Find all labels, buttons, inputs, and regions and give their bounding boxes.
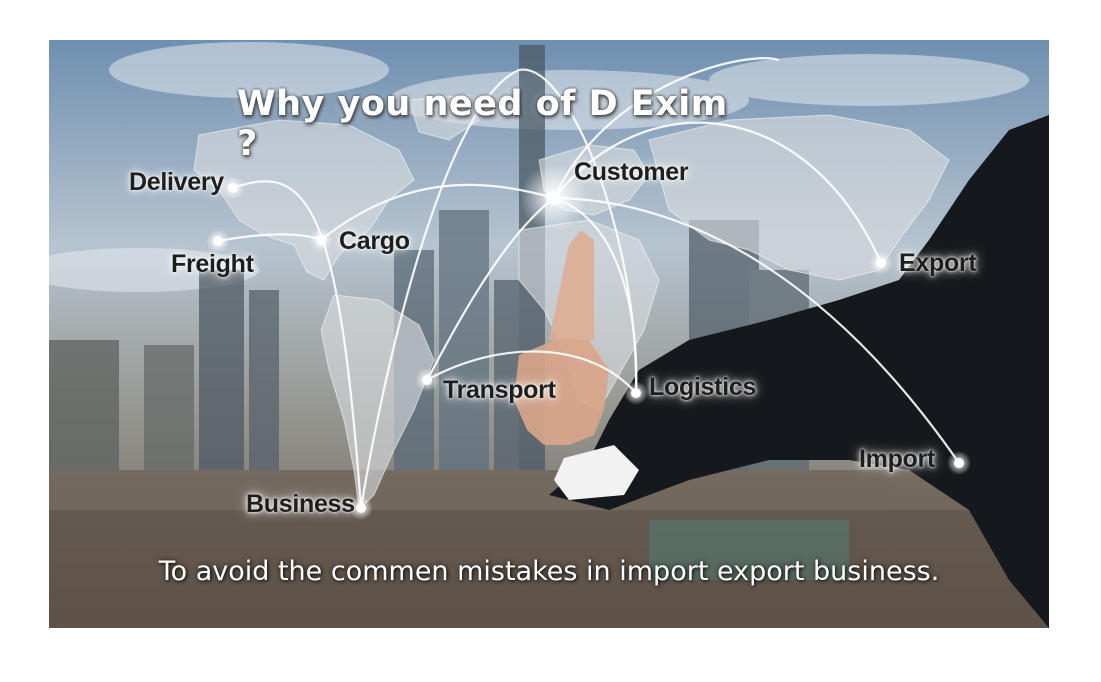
network-nodes: [206, 164, 971, 520]
businessman-silhouette: [514, 115, 1049, 628]
label-freight: Freight: [171, 250, 254, 278]
clouds: [49, 42, 1029, 292]
label-customer: Customer: [574, 158, 689, 186]
city-network-illustration: [49, 40, 1049, 628]
label-export: Export: [899, 249, 977, 277]
caption: To avoid the commen mistakes in import e…: [158, 556, 940, 587]
label-logistics: Logistics: [649, 373, 757, 401]
label-transport: Transport: [443, 376, 556, 404]
label-import: Import: [859, 445, 935, 473]
headline: Why you need of D Exim ?: [237, 84, 728, 164]
hero-banner: Why you need of D Exim ? Delivery Freigh…: [49, 40, 1049, 628]
label-business: Business: [246, 490, 355, 518]
label-cargo: Cargo: [339, 227, 410, 255]
label-delivery: Delivery: [129, 168, 224, 196]
